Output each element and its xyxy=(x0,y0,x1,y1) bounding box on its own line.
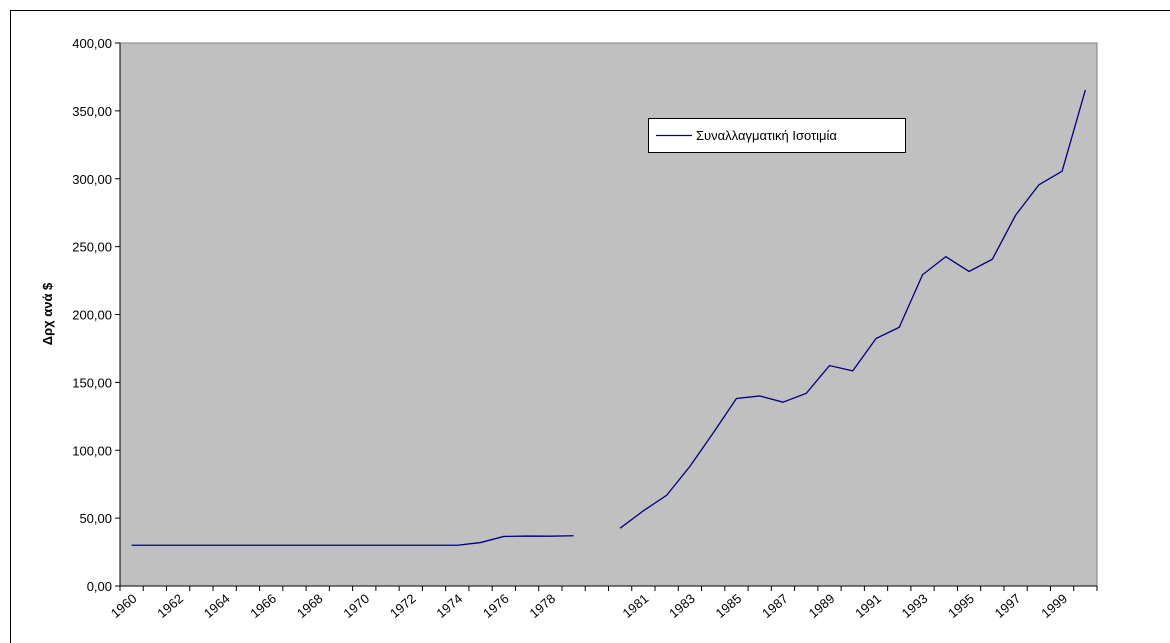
y-tick-label: 50,00 xyxy=(79,511,112,526)
series-line xyxy=(131,89,1086,546)
y-tick-label: 150,00 xyxy=(72,375,112,390)
y-tick-label: 350,00 xyxy=(72,104,112,119)
y-tick-label: 400,00 xyxy=(72,36,112,51)
y-tick-label: 250,00 xyxy=(72,240,112,255)
y-tick-label: 100,00 xyxy=(72,443,112,458)
y-axis-title: Δρχ ανά $ xyxy=(40,282,55,345)
y-tick-label: 300,00 xyxy=(72,172,112,187)
legend-label: Συναλλαγματική Ισοτιμία xyxy=(696,128,837,143)
y-tick-label: 0,00 xyxy=(87,579,112,594)
plot-area xyxy=(119,42,1098,587)
y-tick-label: 200,00 xyxy=(72,308,112,323)
